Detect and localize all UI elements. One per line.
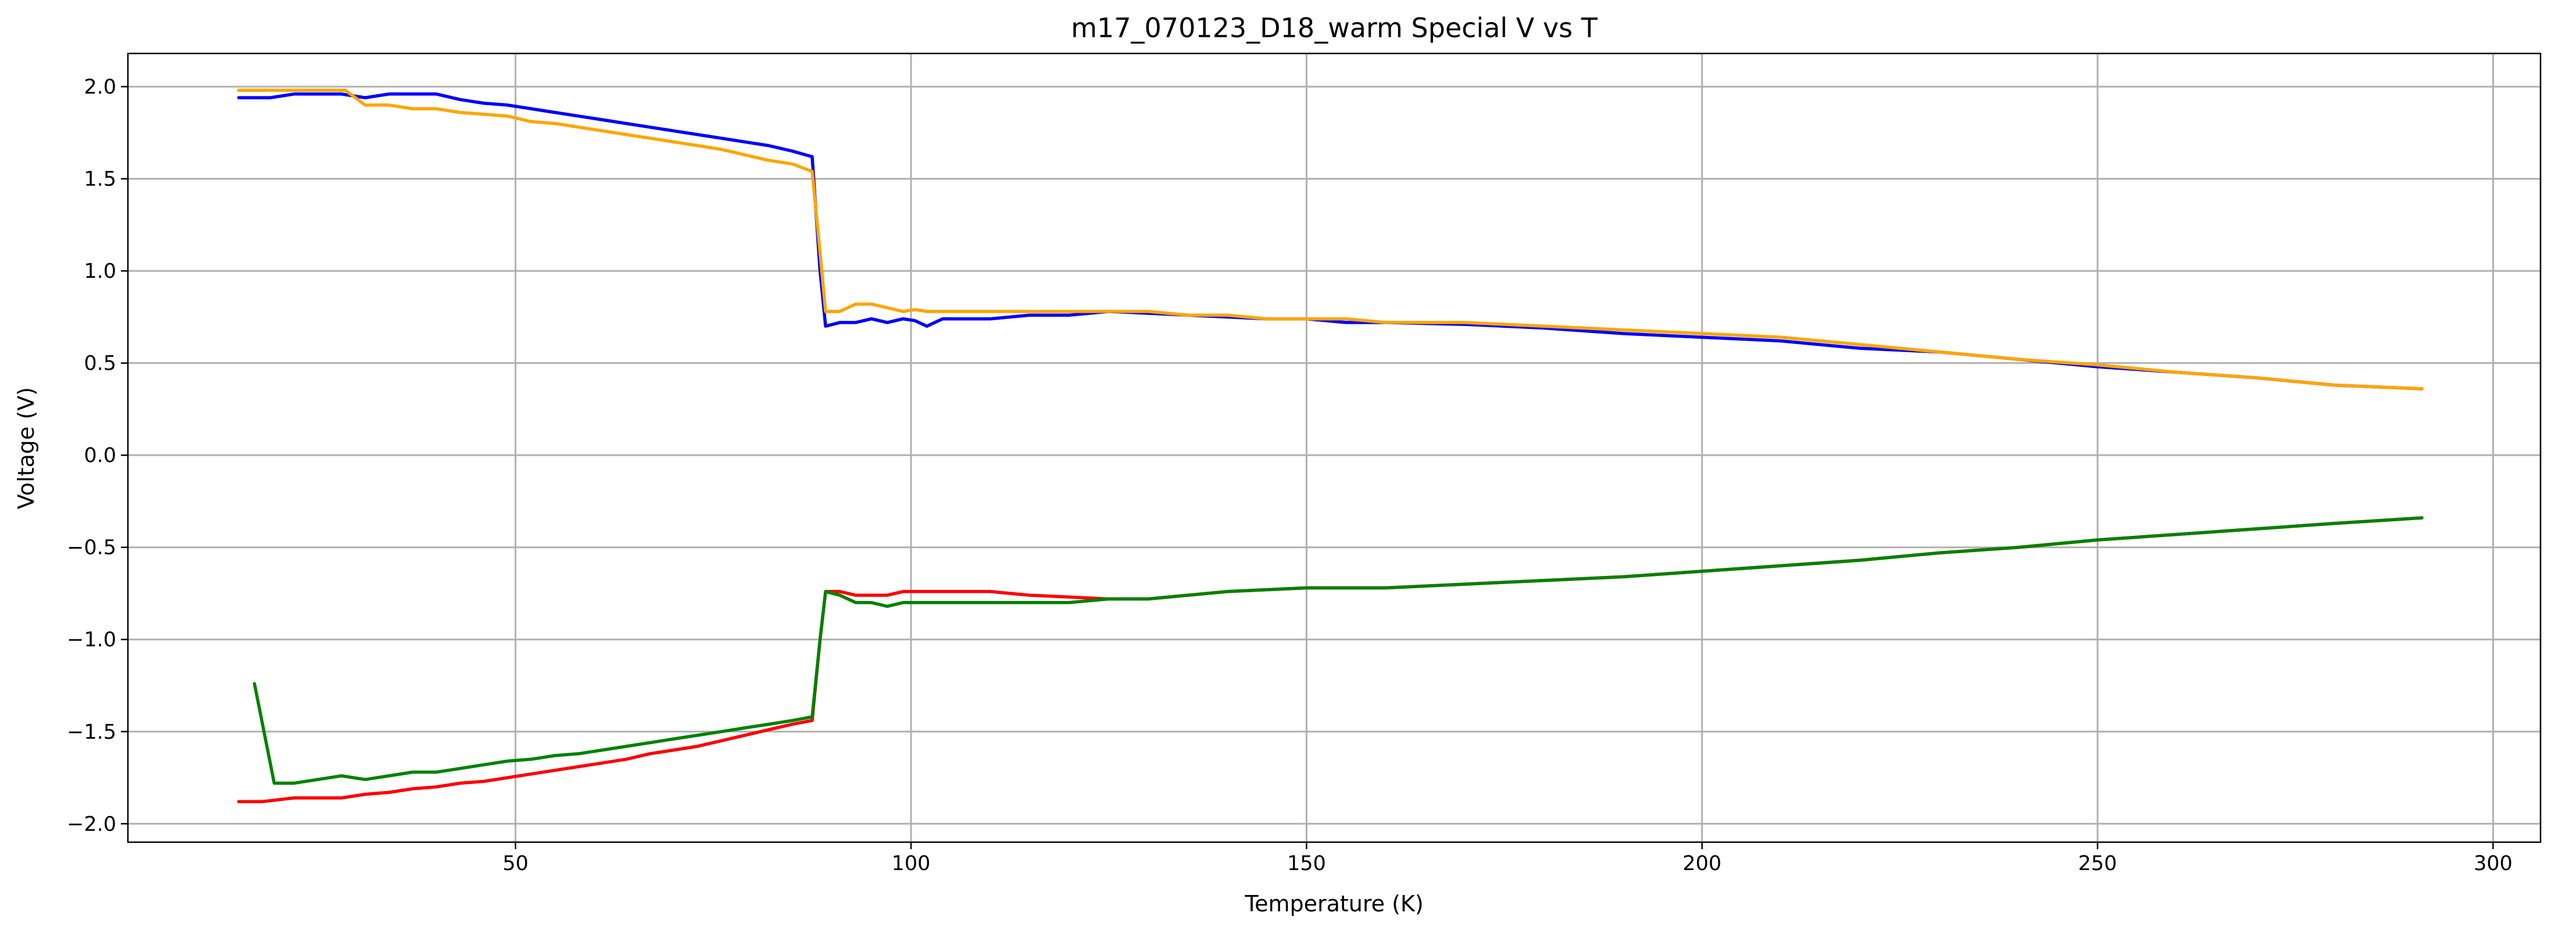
y-tick-label: −2.0 [67,813,116,836]
y-tick-label: −0.5 [67,536,116,560]
y-tick-label: 1.0 [84,260,116,283]
plot-frame [127,52,2542,843]
series-line-3 [237,516,2424,803]
plot-series [237,88,2424,803]
axis-ticks: 50 100 150 200 250 300 2.0 1.5 1.0 0.5 0.0 −0.5 −1.0… [67,76,2513,875]
y-tick-label: 1.5 [84,168,116,191]
y-tick-label: 0.0 [84,444,116,467]
y-tick-label: 0.5 [84,352,116,375]
chart-title: m17_070123_D18_warm Special V vs T [1071,12,1598,44]
x-tick-label: 50 [502,852,528,875]
x-tick-label: 300 [2474,852,2513,875]
grid-lines [128,53,2541,842]
y-axis-label: Voltage (V) [13,387,39,509]
x-tick-label: 250 [2078,852,2117,875]
series-line-4 [252,516,2424,785]
x-tick-label: 100 [892,852,931,875]
y-tick-label: −1.0 [67,628,116,652]
series-line-1 [237,92,2424,391]
y-tick-label: 2.0 [84,76,116,99]
x-axis-label: Temperature (K) [1244,891,1423,917]
x-tick-label: 200 [1682,852,1721,875]
x-tick-label: 150 [1287,852,1326,875]
y-tick-label: −1.5 [67,721,116,744]
series-line-2 [237,88,2424,391]
